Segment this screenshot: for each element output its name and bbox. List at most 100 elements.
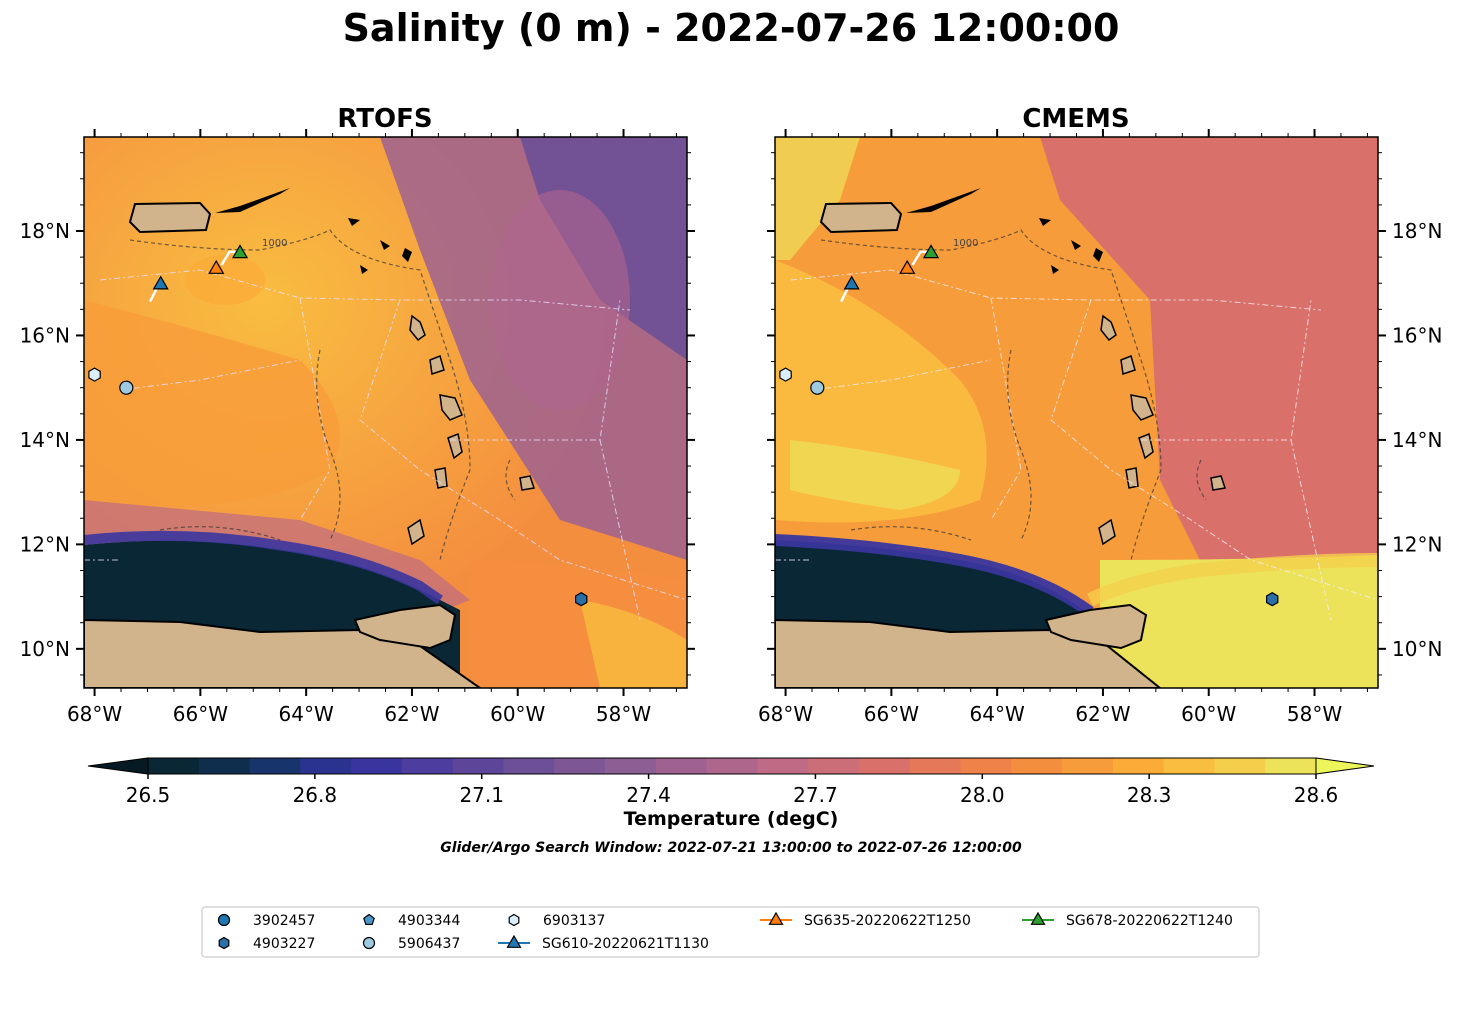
rtofs-obs-4903227 xyxy=(574,592,588,607)
cmems-panel-title: CMEMS xyxy=(1022,104,1129,134)
map-panel-rtofs: 1000 xyxy=(84,137,687,688)
lat-tick-label: 16°N xyxy=(1392,323,1442,347)
rtofs-grenada xyxy=(407,518,425,546)
glider-track xyxy=(220,250,238,266)
cmems-northwest-high xyxy=(775,137,860,260)
rtofs-barbados xyxy=(519,475,535,491)
cmems-obs-5906437 xyxy=(810,380,825,395)
cmems-barbados xyxy=(1210,475,1226,491)
colorbar-tick-label: 27.1 xyxy=(459,783,504,807)
rtofs-trinidad xyxy=(353,603,457,650)
legend: 3902457 4903227 4903344 5906437 6903137 SG610… xyxy=(201,906,1260,958)
colorbar-swatch xyxy=(1062,758,1114,774)
legend-marker xyxy=(218,936,230,950)
colorbar: 26.5 26.8 27.1 27.4 27.7 28.0 28.3 28.6 xyxy=(87,757,1375,807)
cmems-martinique xyxy=(1130,394,1154,421)
legend-label: 5906437 xyxy=(398,936,460,952)
cmems-bathy-label: 1000 xyxy=(953,238,978,249)
colorbar-tick-label: 28.6 xyxy=(1294,783,1339,807)
legend-label: 4903227 xyxy=(253,936,315,952)
colorbar-swatch xyxy=(757,758,809,774)
rtofs-obs-SG610-20220621T1130 xyxy=(152,275,169,290)
colorbar-tick-label: 28.0 xyxy=(960,783,1005,807)
colorbar-swatch xyxy=(1112,758,1165,774)
colorbar-swatch xyxy=(1214,758,1266,774)
colorbar-tick-label: 26.8 xyxy=(293,783,338,807)
map-panel-cmems: 1000 xyxy=(775,137,1378,688)
lon-tick-label: 64°W xyxy=(279,702,334,726)
lat-tick-label: 10°N xyxy=(1392,637,1442,661)
colorbar-swatch xyxy=(351,758,403,774)
lon-tick-label: 62°W xyxy=(384,702,439,726)
rtofs-eez-lines xyxy=(84,269,687,621)
cmems-st-vincent xyxy=(1125,467,1139,489)
legend-marker xyxy=(1030,911,1046,925)
lat-tick-label: 12°N xyxy=(1392,532,1442,556)
cmems-trinidad xyxy=(1044,603,1148,650)
legend-marker xyxy=(217,913,231,927)
cmems-observations xyxy=(779,244,1279,607)
colorbar-swatch xyxy=(554,758,606,774)
rtofs-obs-6903137 xyxy=(88,367,101,382)
lon-tick-label: 62°W xyxy=(1075,702,1130,726)
cmems-southeast-high xyxy=(1100,555,1378,688)
colorbar-swatch xyxy=(1265,758,1317,774)
cmems-obs-SG635-20220622T1250 xyxy=(899,259,916,274)
cmems-southeast-edge xyxy=(1086,553,1378,607)
colorbar-swatch xyxy=(605,758,657,774)
legend-marker xyxy=(768,911,784,925)
rtofs-panel-title: RTOFS xyxy=(337,104,432,134)
rtofs-obs-5906437 xyxy=(119,380,134,395)
cmems-bathymetry-contours xyxy=(820,229,1207,561)
lon-tick-label: 68°W xyxy=(758,702,813,726)
lat-tick-label: 12°N xyxy=(20,532,70,556)
legend-label: 4903344 xyxy=(398,913,460,929)
search-window-text: Glider/Argo Search Window: 2022-07-21 13… xyxy=(440,840,1022,856)
rtofs-bathymetry-contours xyxy=(129,229,516,561)
lat-tick-label: 10°N xyxy=(20,637,70,661)
cmems-east-field xyxy=(1040,137,1378,560)
cmems-grenada xyxy=(1098,518,1116,546)
cmems-guadeloupe xyxy=(1100,314,1117,342)
cmems-dominica xyxy=(1120,354,1136,375)
rtofs-southeast-high xyxy=(580,600,687,688)
colorbar-swatch xyxy=(300,758,352,774)
colorbar-tick-label: 27.7 xyxy=(793,783,838,807)
colorbar-swatch xyxy=(401,758,454,774)
legend-label: 6903137 xyxy=(543,913,605,929)
legend-marker xyxy=(362,936,376,950)
cmems-obs-4903227 xyxy=(1265,592,1279,607)
rtofs-puerto-rico xyxy=(128,201,212,234)
cmems-plume-edge xyxy=(775,534,1094,617)
colorbar-swatch xyxy=(148,758,200,774)
lon-tick-label: 60°W xyxy=(490,702,545,726)
legend-item: 5906437 xyxy=(362,936,460,952)
rtofs-obs-SG678-20220622T1240 xyxy=(231,244,249,259)
figure-title: Salinity (0 m) - 2022-07-26 12:00:00 xyxy=(342,6,1120,50)
colorbar-frame xyxy=(147,757,1317,775)
rtofs-observations xyxy=(88,244,588,607)
colorbar-label: Temperature (degC) xyxy=(623,808,839,830)
colorbar-extend-low xyxy=(87,757,149,775)
cmems-central-high xyxy=(790,440,960,510)
rtofs-st-vincent xyxy=(434,467,448,489)
lon-tick-label: 58°W xyxy=(1287,702,1342,726)
lon-tick-label: 60°W xyxy=(1181,702,1236,726)
lon-tick-label: 68°W xyxy=(67,702,122,726)
rtofs-eddy xyxy=(490,190,630,410)
legend-item: SG678-20220622T1240 xyxy=(1022,911,1233,929)
colorbar-swatch xyxy=(960,758,1012,774)
cmems-leeward-islands xyxy=(1039,218,1103,274)
colorbar-tick-label: 26.5 xyxy=(126,783,171,807)
colorbar-tick-label: 28.3 xyxy=(1127,783,1172,807)
cmems-puerto-rico xyxy=(819,201,903,234)
rtofs-martinique xyxy=(439,394,463,421)
lat-tick-label: 14°N xyxy=(1392,428,1442,452)
colorbar-swatch xyxy=(858,758,911,774)
legend-label: 3902457 xyxy=(253,913,315,929)
legend-label: SG635-20220622T1250 xyxy=(804,913,971,929)
lon-tick-label: 66°W xyxy=(864,702,919,726)
lat-tick-label: 16°N xyxy=(20,323,70,347)
rtofs-bathy-label: 1000 xyxy=(262,238,287,249)
legend-item: 3902457 xyxy=(217,913,315,929)
